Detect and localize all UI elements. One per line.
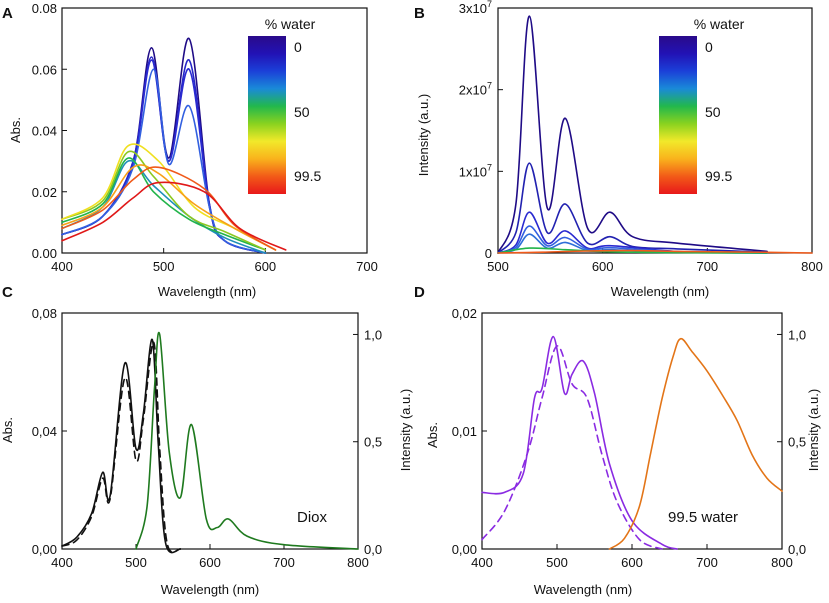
panel-b-ytick-label: 0 <box>485 246 492 261</box>
panel-a-series-line-9 <box>61 166 277 251</box>
panel-a-xlabel: Wavelength (nm) <box>158 284 257 299</box>
panel-a-ytick-label: 0.06 <box>32 62 57 77</box>
panel-d-ytick-label: 0,01 <box>452 424 477 439</box>
panel-d-series-line-2 <box>608 337 783 550</box>
panel-c-series-line-0 <box>61 338 182 554</box>
panel-a-colorbar-label-0: 0 <box>294 39 302 55</box>
panel-a-series-line-10 <box>61 181 287 251</box>
panel-a-colorbar-gradient <box>248 36 286 194</box>
panel-a-colorbar-title: % water <box>265 16 316 32</box>
panel-d-xtick-label: 500 <box>546 555 568 570</box>
panel-b-ylabel: Intensity (a.u.) <box>416 94 431 176</box>
panel-a-colorbar-label-99-5: 99.5 <box>294 168 321 184</box>
panel-d-ylabel: Abs. <box>425 422 440 448</box>
panel-a-colorbar: % water 0 50 99.5 <box>248 16 321 194</box>
panel-a-ylabel: Abs. <box>8 117 23 143</box>
panel-c-ytick-label: 0,04 <box>32 424 57 439</box>
panel-a-ytick-label: 0.00 <box>32 246 57 261</box>
panel-d-xtick-label: 600 <box>621 555 643 570</box>
panel-a-series-line-8 <box>61 164 277 251</box>
panel-b-series-line-3 <box>497 225 768 254</box>
panel-a-xtick-label: 400 <box>51 259 73 274</box>
panel-b-colorbar-label-99-5: 99.5 <box>705 168 732 184</box>
panel-a-ytick-label: 0.04 <box>32 124 57 139</box>
panel-b-ytick-label: 2x107 <box>459 81 492 98</box>
panel-d-xlabel: Wavelength (nm) <box>534 582 633 597</box>
panel-c-y2label: Intensity (a.u.) <box>398 389 413 471</box>
panel-d-y2tick-label: 0,5 <box>788 435 806 450</box>
panel-b-colorbar: % water 0 50 99.5 <box>659 16 745 194</box>
panel-c-xtick-label: 500 <box>125 555 147 570</box>
panel-b-colorbar-label-50: 50 <box>705 104 721 120</box>
panel-c-ytick-label: 0,00 <box>32 542 57 557</box>
panel-c-xtick-label: 600 <box>199 555 221 570</box>
panel-a-xtick-label: 500 <box>153 259 175 274</box>
panel-a-series-line-6 <box>61 150 267 251</box>
panel-c-xtick-label: 700 <box>273 555 295 570</box>
panel-b-xtick-label: 600 <box>592 259 614 274</box>
panel-b-colorbar-label-0: 0 <box>705 39 713 55</box>
panel-d-xtick-label: 400 <box>471 555 493 570</box>
panel-c-xtick-label: 400 <box>51 555 73 570</box>
panel-d-ytick-label: 0,00 <box>452 542 477 557</box>
panel-d-xtick-label: 700 <box>696 555 718 570</box>
panel-label-b: B <box>414 5 425 22</box>
panel-d-series-line-0 <box>481 335 678 550</box>
panel-b-xtick-label: 700 <box>696 259 718 274</box>
panel-label-c: C <box>2 284 13 301</box>
panel-c-y2tick-label: 0,0 <box>364 542 382 557</box>
panel-c-xlabel: Wavelength (nm) <box>161 582 260 597</box>
panel-b-series-line-6 <box>497 249 813 254</box>
panel-a-colorbar-label-50: 50 <box>294 104 310 120</box>
panel-b-colorbar-title: % water <box>694 16 745 32</box>
panel-a-ytick-label: 0.02 <box>32 185 57 200</box>
panel-b-ytick-label: 1x107 <box>459 162 492 179</box>
panel-c-annotation: Diox <box>297 509 328 526</box>
panel-a-xtick-label: 700 <box>356 259 378 274</box>
panel-d-xtick-label: 800 <box>771 555 793 570</box>
panel-c-ylabel: Abs. <box>0 417 15 443</box>
panel-d-series-line-1 <box>481 345 663 550</box>
panel-c-series-line-1 <box>61 341 182 553</box>
panel-d-annotation: 99.5 water <box>668 509 738 526</box>
panel-b-colorbar-gradient <box>659 36 697 194</box>
panel-b-xtick-label: 500 <box>487 259 509 274</box>
panel-c-plot: 400 500 600 700 800 0,00 0,04 0,08 0,0 0,5 1,0 <box>32 306 382 570</box>
panel-c-y2tick-label: 0,5 <box>364 435 382 450</box>
panel-d-plot: 400 500 600 700 800 0,00 0,01 0,02 0,0 0,5 1,0 <box>452 306 806 570</box>
panel-label-a: A <box>2 5 13 22</box>
panel-c-series-line-2 <box>135 331 359 550</box>
panel-d-ytick-label: 0,02 <box>452 306 477 321</box>
panel-a-xtick-label: 600 <box>254 259 276 274</box>
panel-b-xlabel: Wavelength (nm) <box>611 284 710 299</box>
panel-c-ytick-label: 0,08 <box>32 306 57 321</box>
panel-a-ytick-label: 0.08 <box>32 1 57 16</box>
panel-d-y2tick-label: 1,0 <box>788 327 806 342</box>
panel-b-frame <box>497 7 813 254</box>
panel-b-xtick-label: 800 <box>801 259 823 274</box>
panel-b-series-line-0 <box>497 15 768 254</box>
panel-b-series-line-1 <box>497 162 768 254</box>
panel-b-ytick-label: 3x107 <box>459 0 492 16</box>
panel-c-xtick-label: 800 <box>347 555 369 570</box>
panel-label-d: D <box>414 284 425 301</box>
panel-b-series-line-2 <box>497 211 768 254</box>
panel-c-y2tick-label: 1,0 <box>364 327 382 342</box>
panel-d-y2tick-label: 0,0 <box>788 542 806 557</box>
panel-d: D 400 500 600 700 800 0,00 0,01 0,02 0,0 0,5 1,0 W… <box>414 284 821 597</box>
panel-c: C 400 500 600 700 800 0,00 0,04 0,08 0,0 0,5 1,0 W… <box>0 284 413 597</box>
panel-d-y2label: Intensity (a.u.) <box>806 389 821 471</box>
panel-a-series-line-5 <box>61 157 267 251</box>
